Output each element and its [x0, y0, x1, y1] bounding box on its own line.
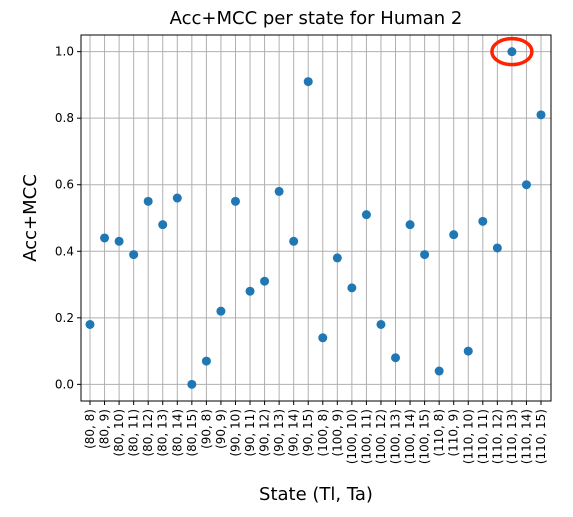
- x-tick-label: (110, 12): [490, 409, 504, 464]
- data-point: [449, 230, 459, 240]
- x-tick-label: (110, 15): [534, 409, 548, 464]
- x-tick-label: (100, 11): [359, 409, 373, 464]
- x-tick-label: (90, 11): [243, 409, 257, 457]
- data-point: [391, 353, 401, 363]
- y-tick-label: 0.4: [55, 244, 74, 258]
- data-point: [201, 356, 211, 366]
- y-axis-title: Acc+MCC: [20, 174, 41, 262]
- x-tick-label: (80, 13): [156, 409, 170, 457]
- data-point: [114, 236, 124, 246]
- chart-title: Acc+MCC per state for Human 2: [170, 8, 463, 29]
- data-point: [463, 346, 473, 356]
- x-tick-label: (80, 9): [98, 409, 112, 449]
- x-tick-label: (80, 15): [185, 409, 199, 457]
- data-point: [492, 243, 502, 253]
- plot-frame: [80, 34, 552, 402]
- data-point: [361, 210, 371, 220]
- x-tick-label: (90, 8): [199, 409, 213, 449]
- data-point: [274, 186, 284, 196]
- x-tick-label: (100, 9): [330, 409, 344, 457]
- data-point: [303, 77, 313, 87]
- y-tick-label: 0.2: [55, 311, 74, 325]
- y-tick-label: 0.8: [55, 111, 74, 125]
- x-tick-label: (110, 8): [432, 409, 446, 457]
- x-tick-label: (90, 15): [301, 409, 315, 457]
- y-tick-label: 0.0: [55, 377, 74, 391]
- x-tick-label: (100, 14): [403, 409, 417, 464]
- highlight-circle: [490, 36, 534, 67]
- data-point: [434, 366, 444, 376]
- data-point: [245, 286, 255, 296]
- data-point: [507, 47, 517, 57]
- x-tick-label: (90, 10): [228, 409, 242, 457]
- data-point: [129, 250, 139, 260]
- data-point: [230, 196, 240, 206]
- x-axis-title: State (Tl, Ta): [259, 484, 373, 505]
- data-points: [85, 47, 546, 389]
- y-tick-label: 0.6: [55, 178, 74, 192]
- x-tick-label: (110, 11): [476, 409, 490, 464]
- data-point: [420, 250, 430, 260]
- x-tick-label: (90, 13): [272, 409, 286, 457]
- x-tick-label: (80, 8): [83, 409, 97, 449]
- x-tick-label: (100, 15): [418, 409, 432, 464]
- x-tick-label: (80, 14): [170, 409, 184, 457]
- data-point: [260, 276, 270, 286]
- grid-lines: [81, 35, 551, 401]
- data-point: [376, 319, 386, 329]
- data-point: [318, 333, 328, 343]
- x-tick-label: (90, 9): [214, 409, 228, 449]
- data-point: [289, 236, 299, 246]
- y-tick-label: 1.0: [55, 45, 74, 59]
- highlight-layer: [490, 36, 534, 67]
- data-point: [143, 196, 153, 206]
- data-point: [332, 253, 342, 263]
- x-tick-label: (100, 12): [374, 409, 388, 464]
- x-tick-label: (90, 14): [287, 409, 301, 457]
- data-point: [216, 306, 226, 316]
- data-point: [158, 220, 168, 230]
- x-tick-label: (110, 10): [461, 409, 475, 464]
- data-point: [85, 319, 95, 329]
- data-point: [521, 180, 531, 190]
- x-tick-label: (110, 14): [519, 409, 533, 464]
- x-tick-label: (80, 12): [141, 409, 155, 457]
- x-tick-label: (110, 9): [447, 409, 461, 457]
- data-point: [347, 283, 357, 293]
- x-tick-label: (90, 12): [258, 409, 272, 457]
- x-tick-label: (100, 13): [389, 409, 403, 464]
- y-axis-ticks: 0.0 0.2 0.4 0.6 0.8 1.0: [55, 45, 81, 391]
- data-point: [478, 216, 488, 226]
- x-tick-label: (80, 10): [112, 409, 126, 457]
- data-point: [172, 193, 182, 203]
- x-tick-label: (100, 8): [316, 409, 330, 457]
- data-point: [405, 220, 415, 230]
- data-point: [187, 379, 197, 389]
- x-tick-label: (80, 11): [127, 409, 141, 457]
- x-tick-label: (100, 10): [345, 409, 359, 464]
- data-point: [100, 233, 110, 243]
- data-point: [536, 110, 546, 120]
- x-axis-ticks: (80, 8) (80, 9) (80, 10) (80, 11) (80, 12) (8…: [83, 401, 548, 464]
- x-tick-label: (110, 13): [505, 409, 519, 464]
